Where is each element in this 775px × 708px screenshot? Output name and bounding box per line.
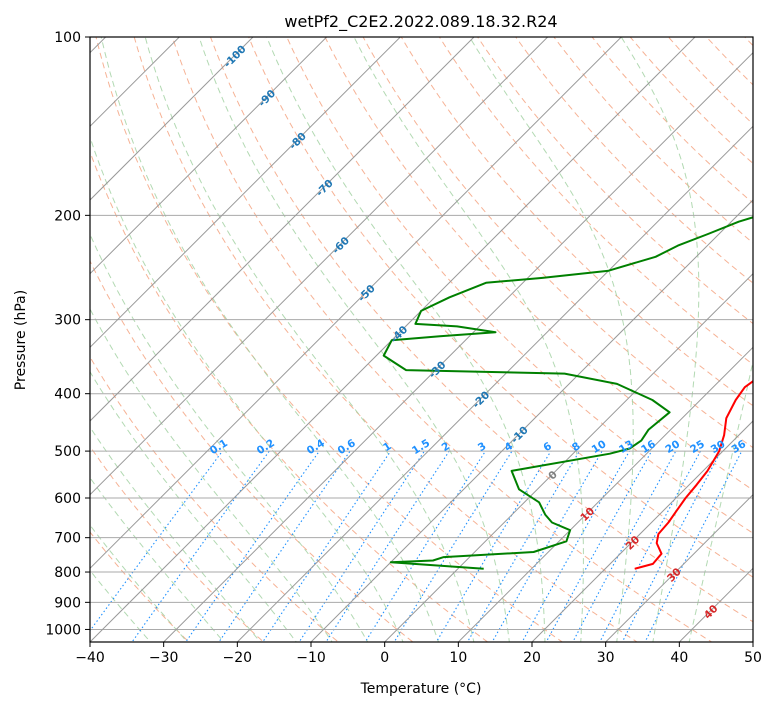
isotherm [236,125,753,642]
y-tick-label: 200 [54,208,81,224]
moist-adiabat [353,37,584,642]
isotherm [90,37,181,128]
x-tick-label: 30 [597,650,615,666]
x-tick-label: 10 [449,650,467,666]
moist-adiabat [90,308,333,642]
dry-adiabat [90,150,489,642]
isotherm [90,37,475,422]
y-tick-label: 400 [54,387,81,403]
isotherm [90,37,623,570]
x-tick-label: 20 [523,650,541,666]
dry-adiabat [171,37,713,642]
y-axis-title: Pressure (hPa) [13,290,29,390]
isotherm [604,493,753,642]
dry-adiabat [90,356,340,642]
moist-adiabat [266,37,546,642]
temperature-line [634,379,753,570]
dry-adiabat [95,37,564,642]
x-tick-label: 40 [670,650,688,666]
dewpoint-line [382,216,753,570]
isotherm [162,51,753,642]
x-tick-label: 50 [744,650,762,666]
x-axis: −40 −30 −20 −10 0 10 20 30 40 50 [75,642,762,666]
dry-adiabat [90,445,265,642]
y-tick-label: 500 [54,444,81,460]
x-tick-label: −10 [296,650,326,666]
x-tick-label: −30 [149,650,179,666]
dry-adiabat [209,37,753,623]
isotherm [310,199,753,642]
isotherm [90,37,402,349]
dry-adiabat [515,37,753,284]
x-axis-title: Temperature (°C) [360,681,482,697]
y-tick-label: 300 [54,313,81,329]
dry-adiabat [362,37,753,449]
moist-adiabat [469,37,634,642]
moist-adiabat [144,37,475,642]
y-tick-label: 600 [54,491,81,507]
x-tick-label: −40 [75,650,105,666]
isotherm [90,37,328,275]
y-tick-label: 700 [54,531,81,547]
y-tick-label: 900 [54,595,81,611]
isotherm [90,37,696,642]
dry-adiabat [90,259,414,642]
isotherm [90,37,254,201]
x-tick-label: 0 [380,650,389,666]
dry-adiabat [133,37,638,642]
moist-adiabat [100,37,440,642]
dry-adiabat [248,37,753,578]
y-tick-label: 800 [54,565,81,581]
sounding-series [382,216,753,570]
isotherm [531,420,753,642]
isotherm [383,272,753,642]
moist-adiabat [620,37,700,642]
chart-title: wetPf2_C2E2.2022.089.18.32.R24 [284,12,557,32]
y-axis: 100 200 300 400 500 600 700 800 900 1000 [45,30,90,638]
y-tick-label: 1000 [45,622,81,638]
isotherm [457,346,753,642]
y-tick-label: 100 [54,30,81,46]
dry-adiabat [90,531,190,642]
isotherm [90,37,549,496]
x-tick-label: −20 [223,650,253,666]
plot-frame [89,36,754,643]
